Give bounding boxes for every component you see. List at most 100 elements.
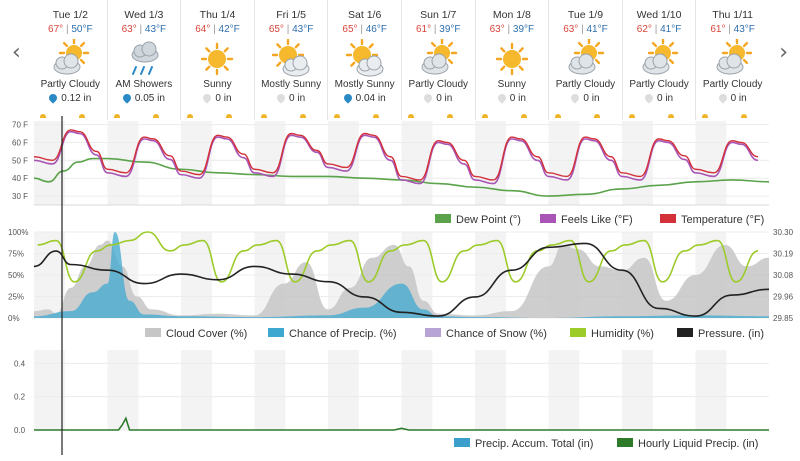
- precip-value: 0 in: [656, 93, 674, 104]
- condition-label: Partly Cloudy: [40, 79, 101, 90]
- next-days-button[interactable]: ›: [779, 40, 788, 65]
- night-band: [475, 350, 506, 430]
- sunset-icon: [373, 114, 380, 118]
- precip-value: 0 in: [509, 93, 526, 104]
- sunset-icon: [446, 114, 453, 118]
- night-band: [401, 350, 433, 430]
- low-temp: 43°F: [292, 24, 314, 35]
- sunset-icon: [520, 114, 527, 118]
- legend-label: Chance of Snow (%): [446, 328, 547, 340]
- partly-cloudy-icon: [716, 39, 752, 75]
- night-band: [107, 232, 139, 318]
- day-card[interactable]: Sun 1/7 61° | 39°F Partly Cloudy 0 in: [400, 0, 475, 120]
- night-band: [475, 232, 506, 318]
- night-band: [34, 121, 65, 205]
- sunrise-icon: [40, 114, 46, 118]
- day-date: Sat 1/6: [348, 9, 382, 21]
- high-temp: 67°: [48, 24, 64, 35]
- sunrise-icon: [555, 114, 562, 118]
- sunset-icon: [79, 114, 85, 118]
- precip-value: 0 in: [730, 93, 747, 104]
- condition-label: Sunny: [203, 79, 232, 90]
- legend-swatch: [677, 328, 693, 337]
- night-band: [181, 232, 212, 318]
- sunrise-icon: [260, 114, 267, 118]
- sunrise-sunset-marks: [476, 113, 549, 118]
- y2-tick-label: 29.96: [773, 293, 794, 302]
- y-tick-label: 75%: [8, 250, 24, 259]
- legend-swatch: [435, 214, 451, 223]
- day-temps: 62° | 41°F: [623, 24, 696, 36]
- raindrop-icon: [201, 92, 214, 105]
- series-line-hourly: [34, 416, 769, 431]
- temp-separator: |: [286, 24, 293, 35]
- sunrise-icon: [187, 114, 194, 118]
- legend-label: Pressure. (in): [698, 328, 764, 340]
- day-card[interactable]: Tue 1/2 67° | 50°F Partly Cloudy 0.12 in: [34, 0, 107, 120]
- sunrise-sunset-marks: [623, 113, 696, 118]
- day-date: Wed 1/10: [636, 9, 682, 21]
- legend-swatch: [540, 214, 556, 223]
- sunrise-icon: [481, 114, 488, 118]
- legend-label: Hourly Liquid Precip. (in): [638, 438, 758, 450]
- sunset-icon: [226, 114, 233, 118]
- day-card[interactable]: Mon 1/8 63° | 39°F Sunny 0 in: [474, 0, 549, 120]
- day-card[interactable]: Thu 1/11 61° | 43°F Partly Cloudy 0 in: [695, 0, 769, 120]
- temp-separator: |: [581, 24, 587, 35]
- precip-value: 0 in: [436, 93, 453, 104]
- temp-separator: |: [507, 24, 513, 35]
- high-temp: 65°: [342, 24, 358, 35]
- y-tick-label: 70 F: [12, 121, 28, 130]
- day-date: Tue 1/9: [567, 9, 604, 21]
- day-temps: 65° | 46°F: [328, 24, 401, 36]
- low-temp: 42°F: [218, 24, 240, 35]
- series-line-temperature: [33, 129, 759, 181]
- y2-tick-label: 30.08: [773, 271, 794, 280]
- day-temps: 63° | 39°F: [476, 24, 549, 36]
- night-band: [695, 121, 727, 205]
- day-temps: 61° | 39°F: [402, 24, 475, 36]
- raindrop-icon: [47, 92, 59, 105]
- high-temp: 64°: [195, 24, 211, 35]
- day-card[interactable]: Thu 1/4 64° | 42°F Sunny 0 in: [180, 0, 254, 120]
- raindrop-icon: [121, 92, 133, 105]
- forecast-day-strip: Tue 1/2 67° | 50°F Partly Cloudy 0.12 in…: [34, 0, 769, 120]
- precip-value: 0.05 in: [134, 93, 165, 104]
- day-card[interactable]: Wed 1/10 62° | 41°F Partly Cloudy 0 in: [621, 0, 696, 120]
- day-temps: 67° | 50°F: [34, 24, 107, 36]
- sunset-icon: [299, 114, 306, 118]
- y-tick-label: 100%: [8, 228, 28, 237]
- previous-days-button[interactable]: ‹: [12, 40, 21, 65]
- raindrop-icon: [716, 92, 729, 105]
- raindrop-icon: [496, 92, 508, 105]
- sunrise-sunset-marks: [402, 113, 475, 118]
- showers-icon: [131, 41, 159, 75]
- sunrise-sunset-marks: [255, 113, 328, 118]
- night-band: [254, 121, 286, 205]
- precip-amount: 0 in: [181, 92, 254, 105]
- legend-label: Feels Like (°F): [561, 214, 633, 226]
- y2-tick-label: 30.19: [773, 250, 794, 259]
- day-card[interactable]: Sat 1/6 65° | 46°F Mostly Sunny 0.04 in: [327, 0, 401, 120]
- condition-label: Partly Cloudy: [555, 79, 616, 90]
- day-card[interactable]: Tue 1/9 63° | 41°F Partly Cloudy 0 in: [548, 0, 622, 120]
- day-date: Tue 1/2: [52, 9, 88, 21]
- precip-value: 0 in: [583, 93, 600, 104]
- night-band: [328, 232, 359, 318]
- day-card[interactable]: Wed 1/3 63° | 43°F AM Showers 0.05 in: [106, 0, 181, 120]
- sunset-icon: [667, 114, 674, 118]
- night-band: [401, 121, 433, 205]
- raindrop-icon: [569, 92, 582, 105]
- legend-label: Temperature (°F): [681, 214, 764, 226]
- precip-amount: 0 in: [623, 92, 696, 105]
- precip-value: 0 in: [215, 93, 232, 104]
- partly-cloudy-icon: [421, 39, 458, 75]
- precip-amount: 0 in: [402, 92, 475, 105]
- series-line-humidity: [37, 231, 759, 283]
- low-temp: 41°F: [586, 24, 608, 35]
- day-card[interactable]: Fri 1/5 65° | 43°F Mostly Sunny 0 in: [253, 0, 328, 120]
- day-date: Thu 1/4: [199, 9, 236, 21]
- day-date: Mon 1/8: [492, 9, 531, 21]
- legend-label: Precip. Accum. Total (in): [475, 438, 593, 450]
- y-tick-label: 0%: [8, 314, 20, 323]
